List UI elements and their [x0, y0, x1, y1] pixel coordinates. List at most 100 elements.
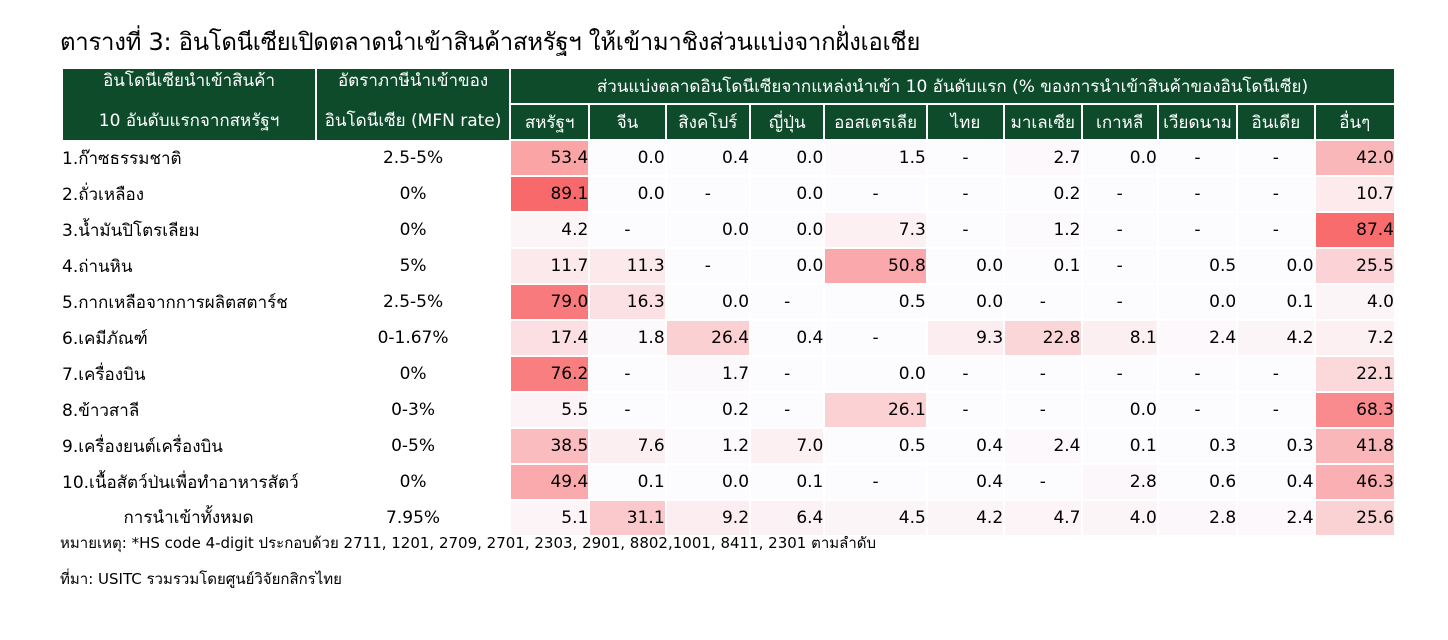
header-source-col: ไทย [925, 103, 1006, 140]
share-cell: 4.2 [509, 211, 591, 248]
share-cell: - [926, 355, 1006, 392]
share-cell: - [1157, 211, 1239, 248]
share-cell: 9.2 [665, 499, 752, 535]
share-cell: - [926, 175, 1006, 212]
share-cell: - [1237, 355, 1316, 392]
table-row: 6.เคมีภัณฑ์ 0-1.67% 17.4 1.8 26.4 0.4-9.3 22.8… [62, 319, 1397, 356]
share-cell: 1.2 [1004, 211, 1083, 248]
share-cell: 17.4 [509, 319, 591, 356]
share-cell: 5.1 [509, 499, 591, 535]
share-cell: 42.0 [1314, 139, 1397, 176]
product-name: 8.ข้าวสาลี [62, 392, 318, 428]
share-cell: 1.2 [665, 427, 752, 464]
share-cell: 0.4 [926, 463, 1006, 500]
tariff-rate: 2.5-5% [316, 140, 511, 176]
tariff-rate: 0-1.67% [316, 320, 511, 356]
share-cell: 0.0 [1081, 391, 1159, 428]
share-cell: 2.4 [1157, 319, 1239, 356]
share-cell: 4.5 [824, 499, 928, 535]
share-cell: 49.4 [509, 463, 591, 500]
share-cell: 89.1 [509, 175, 591, 212]
share-cell: 4.0 [1081, 499, 1159, 535]
footnote: หมายเหตุ: *HS code 4-digit ประกอบด้วย 27… [60, 534, 877, 552]
share-cell: 0.5 [824, 427, 928, 464]
share-cell: 1.7 [665, 355, 752, 392]
share-cell: 2.4 [1237, 499, 1316, 535]
tariff-rate: 0% [316, 176, 511, 212]
share-cell: 7.6 [589, 427, 667, 464]
share-cell: - [589, 211, 667, 248]
share-cell: 9.3 [926, 319, 1006, 356]
share-cell: - [824, 175, 928, 212]
tariff-rate: 0% [316, 212, 511, 248]
product-name: 2.ถั่วเหลือง [62, 176, 318, 212]
table-row: 8.ข้าวสาลี 0-3% 5.5-0.2-26.1- -0.0- -68.3 [62, 391, 1397, 428]
share-cell: 5.5 [509, 391, 591, 428]
share-cell: 10.7 [1314, 175, 1397, 212]
tariff-rate: 5% [316, 248, 511, 284]
tariff-rate: 2.5-5% [316, 284, 511, 320]
share-cell: 0.0 [926, 283, 1006, 320]
share-cell: 11.3 [589, 247, 667, 284]
share-cell: 0.0 [589, 139, 667, 176]
tariff-rate: 0-3% [316, 392, 511, 428]
share-cell: 4.0 [1314, 283, 1397, 320]
product-name: 4.ถ่านหิน [62, 248, 318, 284]
share-cell: 0.2 [665, 391, 752, 428]
header-product-line2: 10 อันดับแรกจากสหรัฐฯ [98, 111, 280, 131]
share-cell: - [1004, 355, 1083, 392]
header-market-share-group: ส่วนแบ่งตลาดอินโดนีเซียจากแหล่งนำเข้า 10… [508, 69, 1397, 104]
share-cell: 7.0 [750, 427, 826, 464]
share-cell: 0.0 [1237, 247, 1316, 284]
table-row: 7.เครื่องบิน 0% 76.2-1.7-0.0- - - - -22.1 [62, 355, 1397, 392]
header-source-col: เกาหลี [1080, 103, 1159, 140]
header-source-col: สหรัฐฯ [508, 103, 591, 140]
share-cell: 76.2 [509, 355, 591, 392]
share-cell: - [1157, 391, 1239, 428]
share-cell: - [1237, 391, 1316, 428]
share-cell: - [665, 247, 752, 284]
share-cell: - [1237, 139, 1316, 176]
share-cell: 7.2 [1314, 319, 1397, 356]
product-name: 7.เครื่องบิน [62, 356, 318, 392]
share-cell: - [1081, 283, 1159, 320]
share-cell: - [1004, 463, 1083, 500]
share-cell: 0.4 [926, 427, 1006, 464]
share-cell: 8.1 [1081, 319, 1159, 356]
share-cell: 7.3 [824, 211, 928, 248]
share-cell: - [665, 175, 752, 212]
header-product-col: อินโดนีเซียนำเข้าสินค้า 10 อันดับแรกจากส… [60, 69, 318, 140]
product-name: 10.เนื้อสัตว์ป่นเพื่อทำอาหารสัตว์ [62, 464, 318, 500]
share-cell: 11.7 [509, 247, 591, 284]
share-cell: 38.5 [509, 427, 591, 464]
tariff-rate: 0% [316, 464, 511, 500]
tariff-rate: 7.95% [316, 500, 511, 535]
header-source-col: มาเลเซีย [1003, 103, 1083, 140]
share-cell: 0.4 [750, 319, 826, 356]
share-cell: 0.1 [1004, 247, 1083, 284]
share-cell: - [750, 283, 826, 320]
share-cell: 46.3 [1314, 463, 1397, 500]
share-cell: 0.0 [665, 463, 752, 500]
share-cell: 0.0 [750, 211, 826, 248]
share-cell: 0.6 [1157, 463, 1239, 500]
share-cell: 0.0 [1157, 283, 1239, 320]
share-cell: 0.0 [750, 175, 826, 212]
share-cell: 0.0 [824, 355, 928, 392]
share-cell: 4.2 [1237, 319, 1316, 356]
share-cell: 0.4 [1237, 463, 1316, 500]
share-cell: 6.4 [750, 499, 826, 535]
share-cell: - [926, 211, 1006, 248]
product-name: 3.น้ำมันปิโตรเลียม [62, 212, 318, 248]
share-cell: - [926, 391, 1006, 428]
share-cell: - [1157, 355, 1239, 392]
share-cell: - [824, 463, 928, 500]
share-cell: - [926, 139, 1006, 176]
share-cell: 0.1 [1081, 427, 1159, 464]
share-cell: 26.4 [665, 319, 752, 356]
share-cell: 2.8 [1157, 499, 1239, 535]
header-rate-line1: อัตราภาษีนำเข้าของ [337, 71, 489, 91]
share-cell: 31.1 [589, 499, 667, 535]
share-cell: 0.1 [1237, 283, 1316, 320]
share-cell: - [1157, 139, 1239, 176]
